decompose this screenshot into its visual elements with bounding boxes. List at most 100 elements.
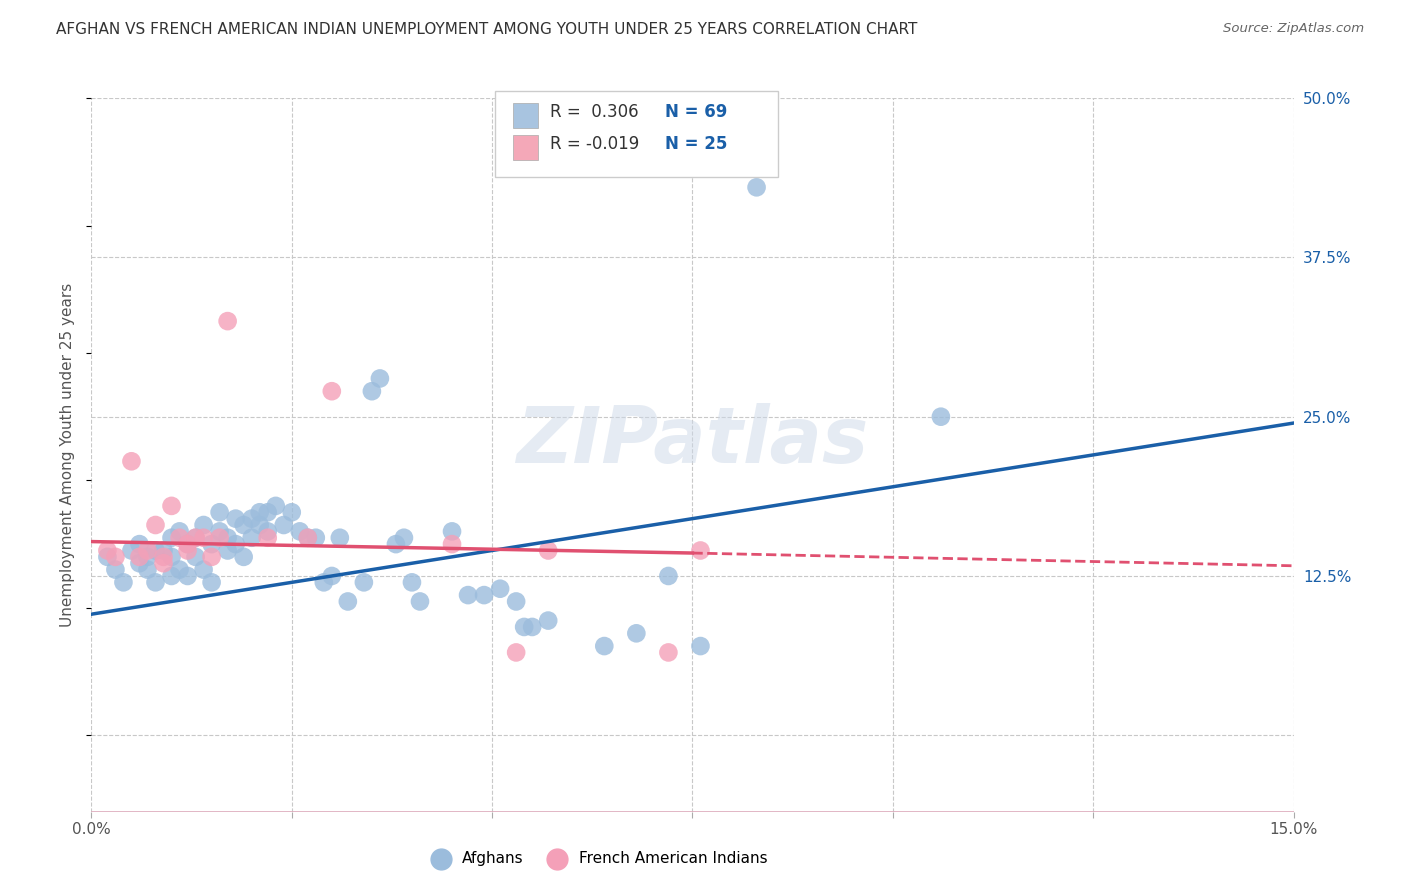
Point (626, 626, 648, 640)
Point (128, 549, 150, 564)
Point (160, 569, 183, 583)
Point (208, 524, 231, 539)
Point (329, 531, 352, 545)
Point (593, 639, 616, 653)
Text: ZIPatlas: ZIPatlas (516, 402, 869, 479)
Point (440, 537, 463, 551)
Point (232, 518, 254, 533)
Point (193, 518, 215, 533)
Point (121, 454, 143, 468)
Point (169, 531, 191, 545)
Point (281, 505, 304, 519)
Point (657, 569, 679, 583)
Point (256, 505, 278, 519)
Point (457, 588, 479, 602)
Point (537, 614, 560, 628)
Point (96, 549, 118, 564)
Point (217, 543, 239, 558)
Point (176, 537, 198, 551)
Point (145, 543, 167, 558)
Point (264, 499, 287, 513)
Point (104, 563, 127, 577)
Point (273, 518, 295, 533)
Point (136, 549, 159, 564)
Point (929, 409, 952, 424)
Point (256, 531, 278, 545)
Point (160, 531, 183, 545)
Point (392, 531, 415, 545)
Point (657, 645, 679, 659)
Point (249, 518, 271, 533)
Point (201, 575, 224, 590)
Point (240, 511, 263, 525)
Point (184, 531, 207, 545)
Point (353, 575, 375, 590)
Text: R = -0.019: R = -0.019 (550, 135, 638, 153)
Point (401, 575, 423, 590)
Point (472, 588, 495, 602)
Text: N = 25: N = 25 (665, 135, 727, 153)
Point (176, 537, 198, 551)
Point (297, 531, 319, 545)
Point (112, 575, 135, 590)
Point (232, 549, 254, 564)
Point (152, 543, 174, 558)
Point (385, 537, 408, 551)
Point (360, 384, 382, 399)
Point (522, 620, 544, 634)
Point (249, 505, 271, 519)
Point (104, 549, 127, 564)
Y-axis label: Unemployment Among Youth under 25 years: Unemployment Among Youth under 25 years (60, 283, 76, 627)
Point (128, 556, 150, 570)
Text: Source: ZipAtlas.com: Source: ZipAtlas.com (1223, 22, 1364, 36)
Point (152, 549, 174, 564)
Point (208, 505, 231, 519)
Point (145, 518, 167, 533)
Point (505, 594, 527, 608)
Point (208, 531, 231, 545)
Point (505, 645, 527, 659)
Point (312, 575, 335, 590)
Point (184, 549, 207, 564)
Text: AFGHAN VS FRENCH AMERICAN INDIAN UNEMPLOYMENT AMONG YOUTH UNDER 25 YEARS CORRELA: AFGHAN VS FRENCH AMERICAN INDIAN UNEMPLO… (56, 22, 918, 37)
Point (217, 531, 239, 545)
Point (217, 314, 239, 328)
Point (336, 594, 359, 608)
Point (136, 543, 159, 558)
Text: R =  0.306: R = 0.306 (550, 103, 638, 121)
Point (288, 524, 311, 539)
Point (321, 569, 343, 583)
Point (537, 543, 560, 558)
Point (240, 531, 263, 545)
Point (689, 639, 711, 653)
Point (184, 531, 207, 545)
Point (440, 524, 463, 539)
Point (145, 575, 167, 590)
Point (169, 563, 191, 577)
Point (160, 549, 183, 564)
Point (96, 543, 118, 558)
Point (128, 537, 150, 551)
Point (745, 180, 768, 194)
Point (513, 620, 536, 634)
Point (201, 537, 224, 551)
Point (489, 582, 512, 596)
Point (152, 556, 174, 570)
Point (201, 549, 224, 564)
Point (136, 563, 159, 577)
Point (225, 537, 247, 551)
Text: N = 69: N = 69 (665, 103, 727, 121)
Point (256, 524, 278, 539)
Point (409, 594, 432, 608)
Point (176, 569, 198, 583)
Point (321, 384, 343, 399)
Point (297, 531, 319, 545)
Point (689, 543, 711, 558)
Point (193, 563, 215, 577)
Point (176, 543, 198, 558)
Point (121, 543, 143, 558)
Point (160, 499, 183, 513)
Legend: Afghans, French American Indians: Afghans, French American Indians (419, 845, 773, 871)
Point (225, 511, 247, 525)
Point (368, 371, 391, 385)
